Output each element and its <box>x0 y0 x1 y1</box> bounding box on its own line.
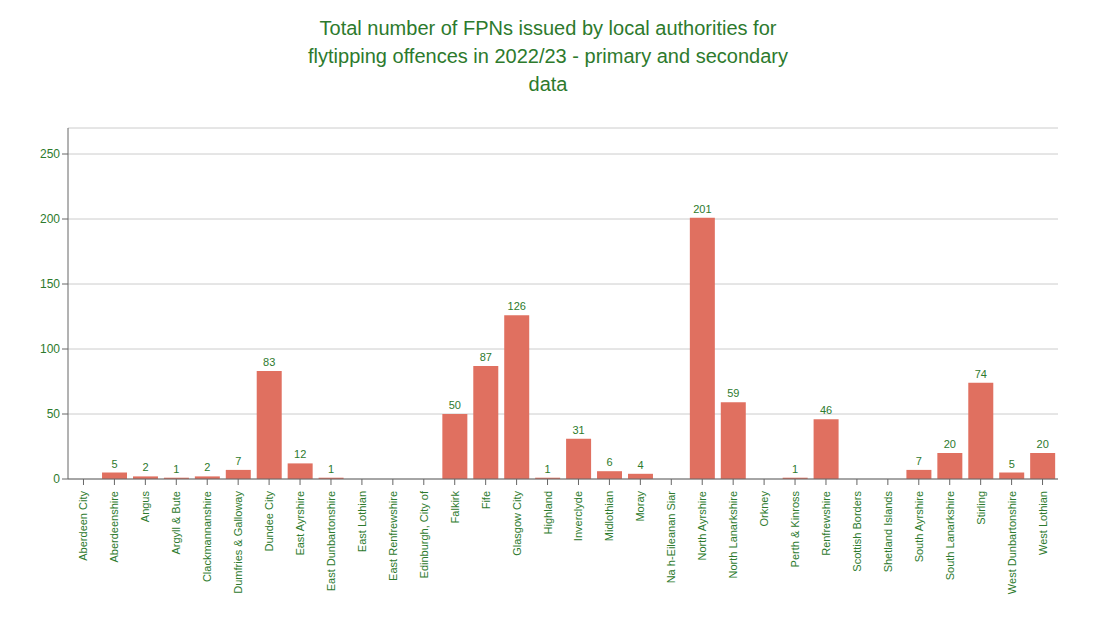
html-text:data: data <box>528 73 568 95</box>
svg-text:50: 50 <box>449 399 461 411</box>
svg-text:7: 7 <box>916 455 922 467</box>
svg-text:Perth & Kinross: Perth & Kinross <box>789 491 801 568</box>
svg-text:83: 83 <box>263 356 275 368</box>
svg-text:Stirling: Stirling <box>975 491 987 525</box>
svg-text:East Dunbartonshire: East Dunbartonshire <box>325 491 337 591</box>
html-text:Total number of FPNs issued by: Total number of FPNs issued by local aut… <box>319 17 777 39</box>
svg-text:Dundee City: Dundee City <box>263 491 275 552</box>
svg-text:1: 1 <box>545 463 551 475</box>
svg-text:Moray: Moray <box>634 491 646 522</box>
svg-text:5: 5 <box>1009 458 1015 470</box>
svg-text:North Ayrshire: North Ayrshire <box>696 491 708 561</box>
svg-text:Aberdeen City: Aberdeen City <box>77 491 89 561</box>
svg-text:Renfrewshire: Renfrewshire <box>820 491 832 556</box>
svg-text:Inverclyde: Inverclyde <box>572 491 584 541</box>
svg-text:Argyll & Bute: Argyll & Bute <box>170 491 182 555</box>
svg-text:Clackmannanshire: Clackmannanshire <box>201 491 213 582</box>
svg-text:Aberdeenshire: Aberdeenshire <box>108 491 120 563</box>
svg-text:West Lothian: West Lothian <box>1037 491 1049 555</box>
svg-text:31: 31 <box>572 424 584 436</box>
svg-text:5: 5 <box>111 458 117 470</box>
svg-text:North Lanarkshire: North Lanarkshire <box>727 491 739 578</box>
svg-text:126: 126 <box>508 300 526 312</box>
svg-text:South Lanarkshire: South Lanarkshire <box>944 491 956 580</box>
svg-text:6: 6 <box>606 456 612 468</box>
svg-text:7: 7 <box>235 455 241 467</box>
svg-text:2: 2 <box>204 461 210 473</box>
svg-text:East Lothian: East Lothian <box>356 491 368 552</box>
svg-text:South Ayrshire: South Ayrshire <box>913 491 925 562</box>
svg-text:Angus: Angus <box>139 491 151 523</box>
svg-text:East Ayrshire: East Ayrshire <box>294 491 306 556</box>
svg-text:Falkirk: Falkirk <box>449 491 461 524</box>
svg-text:50: 50 <box>47 407 61 421</box>
svg-text:250: 250 <box>40 147 60 161</box>
svg-text:Fife: Fife <box>480 491 492 509</box>
svg-text:Glasgow City: Glasgow City <box>511 491 523 556</box>
svg-text:Scottish Borders: Scottish Borders <box>851 491 863 572</box>
svg-text:Highland: Highland <box>542 491 554 534</box>
svg-text:46: 46 <box>820 404 832 416</box>
svg-text:West Dunbartonshire: West Dunbartonshire <box>1006 491 1018 594</box>
svg-text:1: 1 <box>792 463 798 475</box>
svg-text:East Renfrewshire: East Renfrewshire <box>387 491 399 581</box>
html-text:flytipping offences in 2022/23: flytipping offences in 2022/23 - primary… <box>308 45 788 67</box>
svg-text:Orkney: Orkney <box>758 491 770 527</box>
svg-text:0: 0 <box>53 472 60 486</box>
svg-text:100: 100 <box>40 342 60 356</box>
svg-text:1: 1 <box>173 463 179 475</box>
svg-text:4: 4 <box>637 459 643 471</box>
svg-text:201: 201 <box>693 203 711 215</box>
svg-text:12: 12 <box>294 448 306 460</box>
svg-text:74: 74 <box>975 368 987 380</box>
svg-text:Shetland Islands: Shetland Islands <box>882 491 894 573</box>
svg-text:Edinburgh, City of: Edinburgh, City of <box>418 490 430 578</box>
svg-text:1: 1 <box>328 463 334 475</box>
svg-text:Dumfries & Galloway: Dumfries & Galloway <box>232 491 244 594</box>
svg-text:20: 20 <box>944 438 956 450</box>
svg-text:2: 2 <box>142 461 148 473</box>
svg-text:59: 59 <box>727 387 739 399</box>
svg-text:Na h-Eileanan Siar: Na h-Eileanan Siar <box>665 491 677 584</box>
svg-text:200: 200 <box>40 212 60 226</box>
svg-text:Midlothian: Midlothian <box>603 491 615 541</box>
svg-text:150: 150 <box>40 277 60 291</box>
svg-text:87: 87 <box>480 351 492 363</box>
svg-text:20: 20 <box>1037 438 1049 450</box>
